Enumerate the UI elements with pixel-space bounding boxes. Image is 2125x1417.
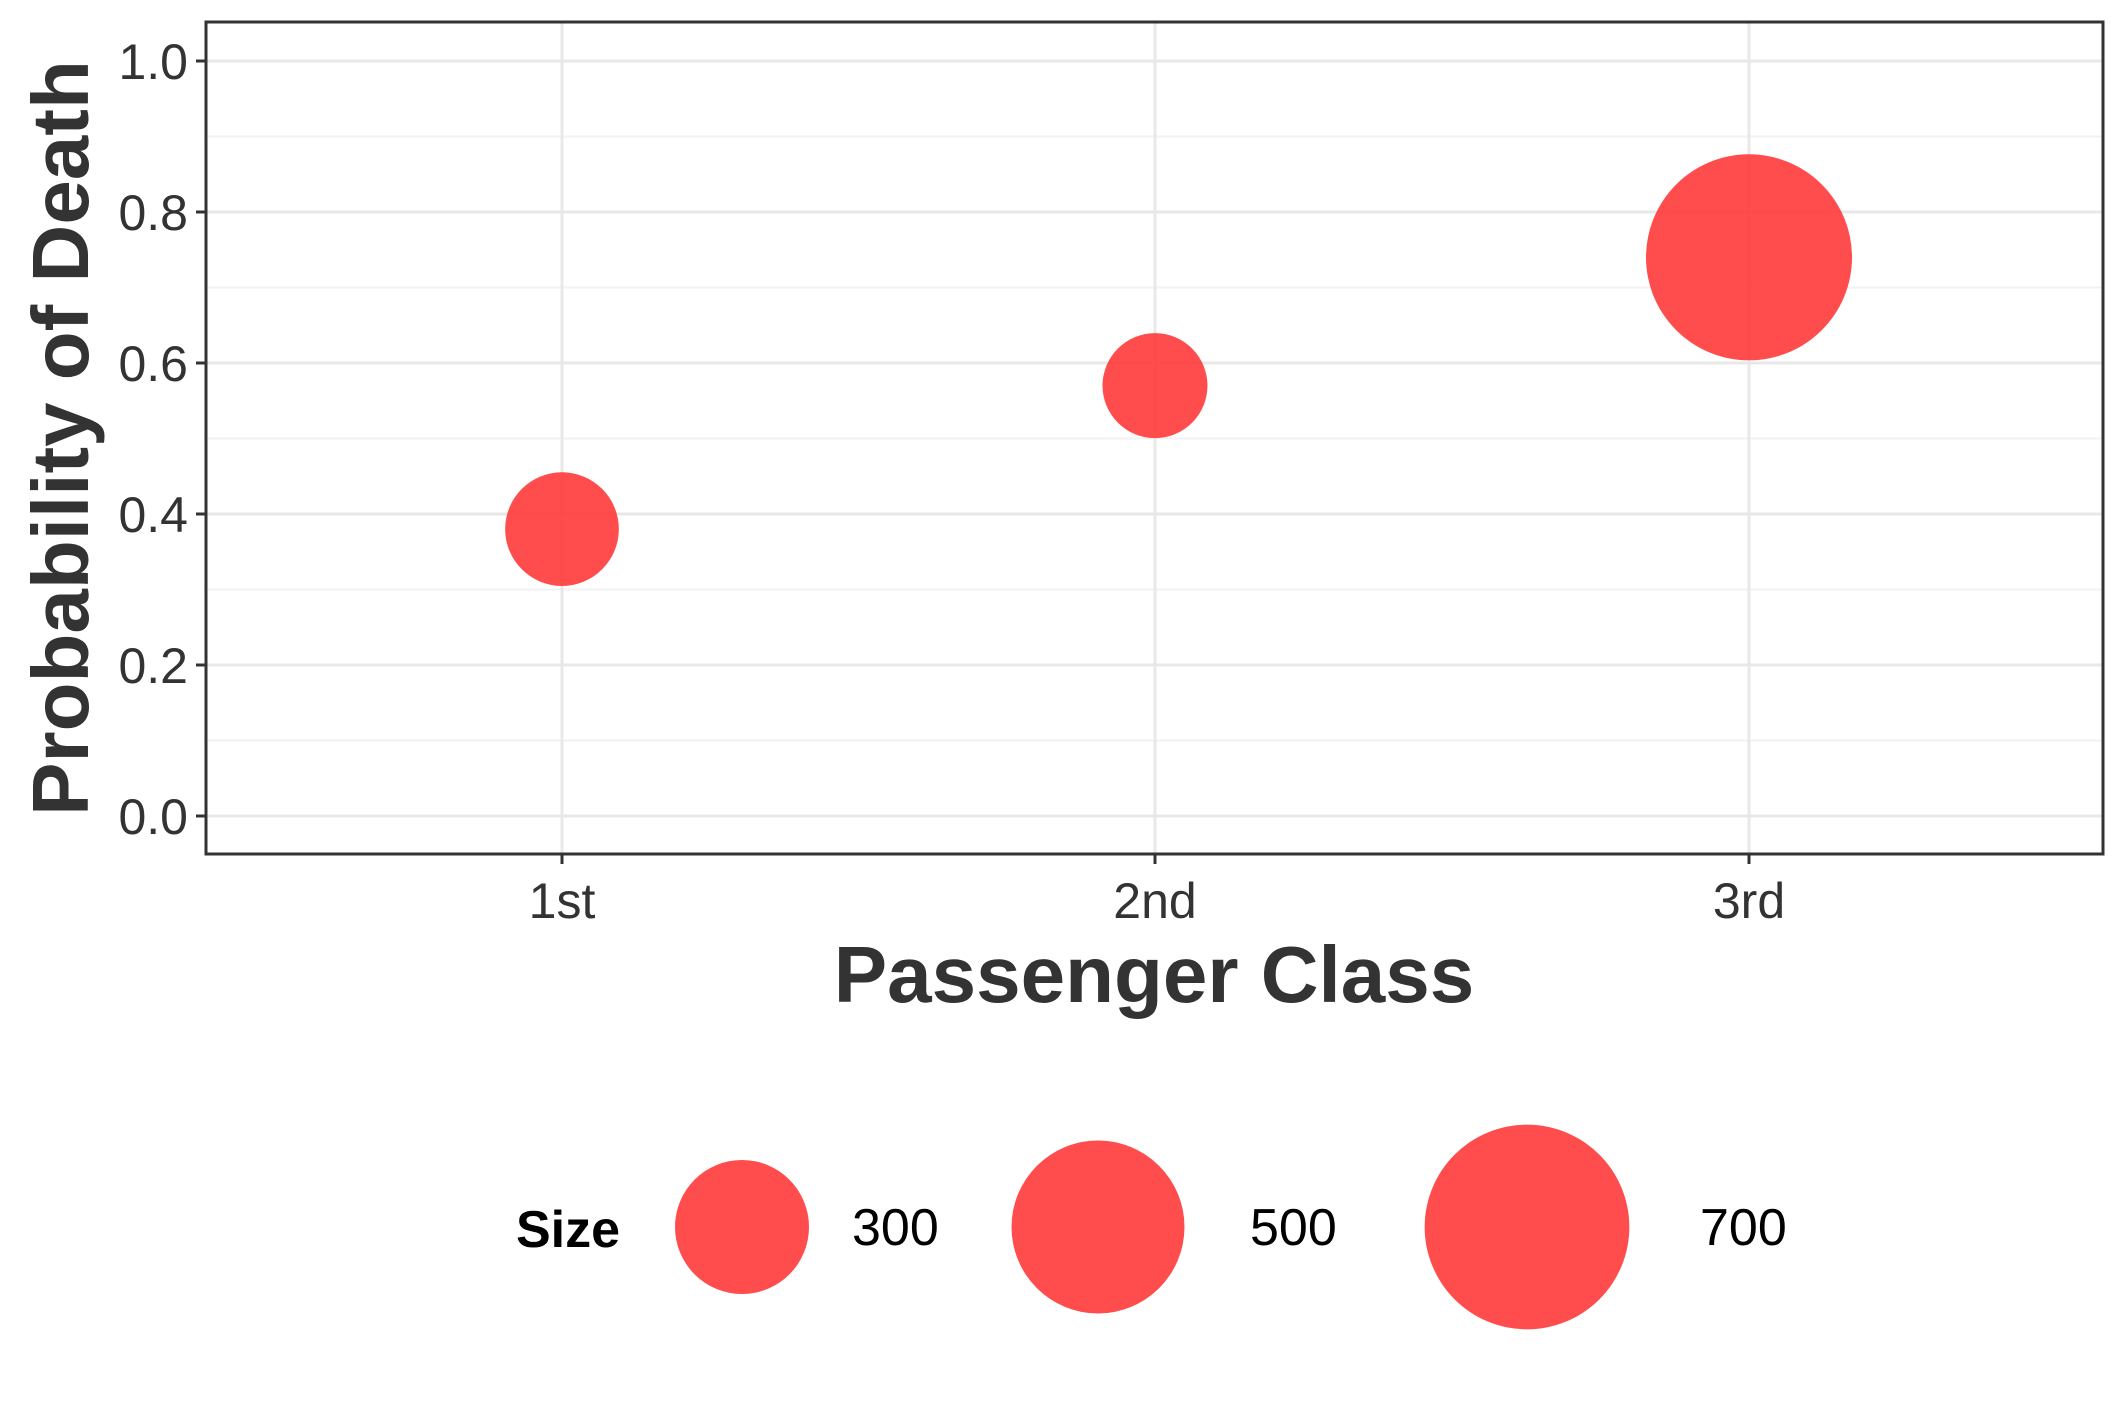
legend-label: 500 bbox=[1250, 1199, 1337, 1257]
legend-label: 700 bbox=[1700, 1199, 1787, 1257]
x-axis-title: Passenger Class bbox=[834, 930, 1474, 1019]
size-legend: Size 300 500 700 bbox=[516, 1124, 1787, 1330]
x-axis-ticks: 1st 2nd 3rd bbox=[529, 854, 1785, 929]
data-point-1st bbox=[505, 472, 619, 586]
y-axis-ticks: 0.0 0.2 0.4 0.6 0.8 1.0 bbox=[118, 34, 206, 845]
legend-key-300 bbox=[675, 1160, 809, 1294]
y-tick-label: 0.8 bbox=[118, 185, 188, 241]
y-tick-label: 0.0 bbox=[118, 789, 188, 845]
legend-key-700 bbox=[1424, 1124, 1630, 1330]
y-tick-label: 0.2 bbox=[118, 638, 188, 694]
y-tick-label: 0.6 bbox=[118, 336, 188, 392]
x-tick-label: 3rd bbox=[1713, 873, 1785, 929]
y-tick-label: 1.0 bbox=[118, 34, 188, 90]
y-tick-label: 0.4 bbox=[118, 487, 188, 543]
legend-label: 300 bbox=[852, 1199, 939, 1257]
y-axis-title: Probability of Death bbox=[16, 60, 105, 816]
data-point-3rd bbox=[1646, 154, 1852, 361]
data-points bbox=[505, 154, 1852, 586]
legend-key-500 bbox=[1011, 1140, 1185, 1314]
x-tick-label: 1st bbox=[529, 873, 596, 929]
x-tick-label: 2nd bbox=[1113, 873, 1196, 929]
data-point-2nd bbox=[1102, 333, 1208, 439]
legend-title: Size bbox=[516, 1201, 620, 1259]
